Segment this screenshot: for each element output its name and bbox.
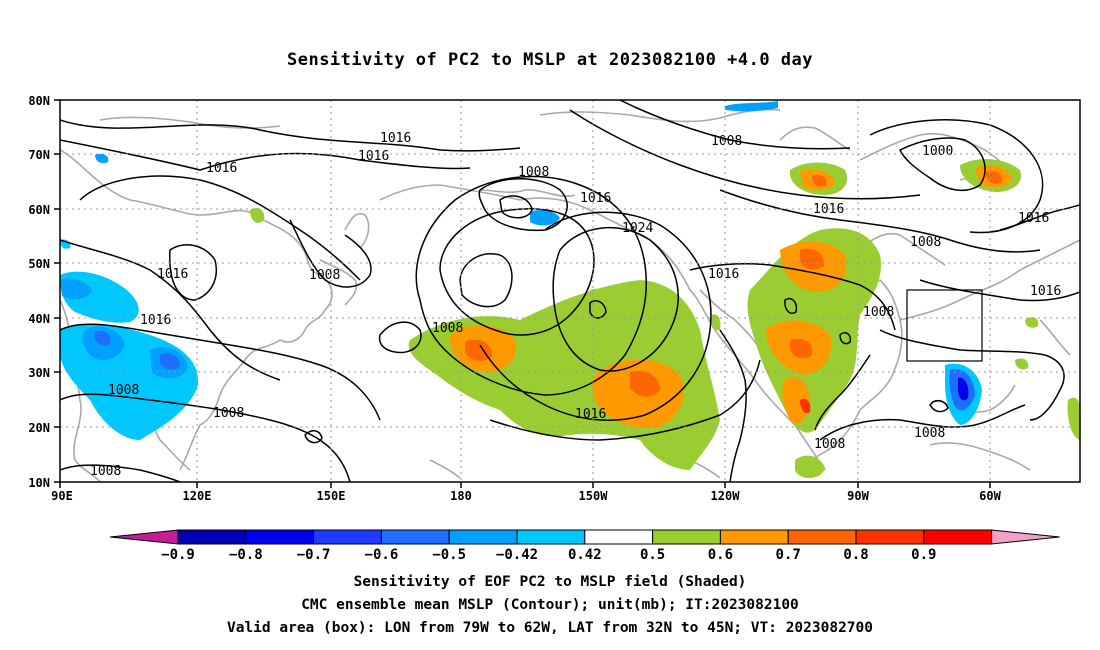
- caption-line-3: Valid area (box): LON from 79W to 62W, L…: [226, 620, 873, 636]
- lon-label: 150E: [317, 489, 346, 503]
- lat-label: 50N: [28, 257, 50, 271]
- contour-label: 1008: [309, 268, 340, 283]
- colorbar-swatch: [923, 529, 993, 545]
- lat-label: 20N: [28, 421, 50, 435]
- map-frame: [59, 99, 1081, 483]
- colorbar-labels: −0.9 −0.8 −0.7 −0.6 −0.5 −0.42 0.42 0.5 0.6 0.7 0.…: [161, 547, 936, 563]
- colorbar-swatch: [787, 529, 857, 545]
- contour-label: 1016: [1018, 211, 1049, 226]
- lat-label: 60N: [28, 203, 50, 217]
- contour-label: 1008: [90, 464, 121, 479]
- latitude-labels: 80N 70N 60N 50N 40N 30N 20N 10N: [28, 94, 50, 490]
- lon-label: 150W: [579, 489, 609, 503]
- contour-label: 1016: [708, 267, 739, 282]
- lon-label: 90W: [847, 489, 869, 503]
- contour-label: 1016: [580, 191, 611, 206]
- lat-label: 40N: [28, 312, 50, 326]
- caption-line-1: Sensitivity of EOF PC2 to MSLP field (Sh…: [353, 574, 747, 590]
- colorbar-label: −0.7: [297, 547, 331, 563]
- contour-label: 1008: [914, 426, 945, 441]
- caption-line-2: CMC ensemble mean MSLP (Contour); unit(m…: [301, 597, 799, 613]
- colorbar-low-extend: [109, 529, 179, 545]
- colorbar-label: 0.42: [568, 547, 602, 563]
- colorbar-swatch: [380, 529, 450, 545]
- contour-label: 1008: [814, 437, 845, 452]
- contour-label: 1008: [518, 165, 549, 180]
- colorbar-swatch: [177, 529, 247, 545]
- lon-label: 90E: [51, 489, 73, 503]
- colorbar-swatch: [448, 529, 518, 545]
- lon-label: 180: [450, 489, 472, 503]
- colorbar-swatch: [584, 529, 654, 545]
- colorbar: [109, 529, 1060, 545]
- lon-label: 120W: [711, 489, 741, 503]
- map-title: Sensitivity of PC2 to MSLP at 2023082100…: [286, 50, 813, 70]
- colorbar-label: −0.5: [432, 547, 466, 563]
- lon-label: 60W: [979, 489, 1001, 503]
- mslp-contours: [60, 100, 1080, 482]
- colorbar-label: −0.9: [161, 547, 195, 563]
- contour-label: 1016: [575, 407, 606, 422]
- contour-label: 1016: [358, 149, 389, 164]
- colorbar-swatch: [313, 529, 382, 545]
- lat-label: 80N: [28, 94, 50, 108]
- lat-label: 70N: [28, 148, 50, 162]
- contour-label: 1008: [432, 321, 463, 336]
- colorbar-label: 0.6: [708, 547, 733, 563]
- colorbar-label: 0.8: [843, 547, 868, 563]
- lat-label: 30N: [28, 366, 50, 380]
- contour-label: 1016: [157, 267, 188, 282]
- lon-label: 120E: [183, 489, 212, 503]
- colorbar-label: −0.8: [229, 547, 263, 563]
- contour-label: 1008: [108, 383, 139, 398]
- longitude-labels: 90E 120E 150E 180 150W 120W 90W 60W: [51, 489, 1001, 503]
- colorbar-label: −0.6: [365, 547, 399, 563]
- colorbar-swatch: [245, 529, 315, 545]
- contour-label: 1016: [1030, 284, 1061, 299]
- contour-label: 1008: [213, 406, 244, 421]
- lat-lon-grid: [60, 100, 1080, 482]
- contour-label: 1016: [206, 161, 237, 176]
- valid-area-box: [906, 289, 983, 362]
- contour-label: 1008: [711, 134, 742, 149]
- contour-label: 1008: [863, 305, 894, 320]
- contour-label: 1000: [922, 144, 953, 159]
- colorbar-swatch: [652, 529, 721, 545]
- colorbar-label: 0.9: [911, 547, 936, 563]
- lat-label: 10N: [28, 476, 50, 490]
- colorbar-swatch: [855, 529, 925, 545]
- contour-label: 1016: [380, 131, 411, 146]
- contour-label: 1024: [622, 221, 653, 236]
- colorbar-label: 0.7: [776, 547, 801, 563]
- contour-label: 1008: [910, 235, 941, 250]
- colorbar-high-extend: [991, 529, 1060, 545]
- contour-label: 1016: [140, 313, 171, 328]
- colorbar-swatch: [516, 529, 586, 545]
- colorbar-label: 0.5: [640, 547, 665, 563]
- colorbar-label: −0.42: [496, 547, 538, 563]
- colorbar-swatch: [719, 529, 789, 545]
- contour-labels: 1016 1016 1016 1008 1016 1008 1016 1016 …: [90, 131, 1049, 479]
